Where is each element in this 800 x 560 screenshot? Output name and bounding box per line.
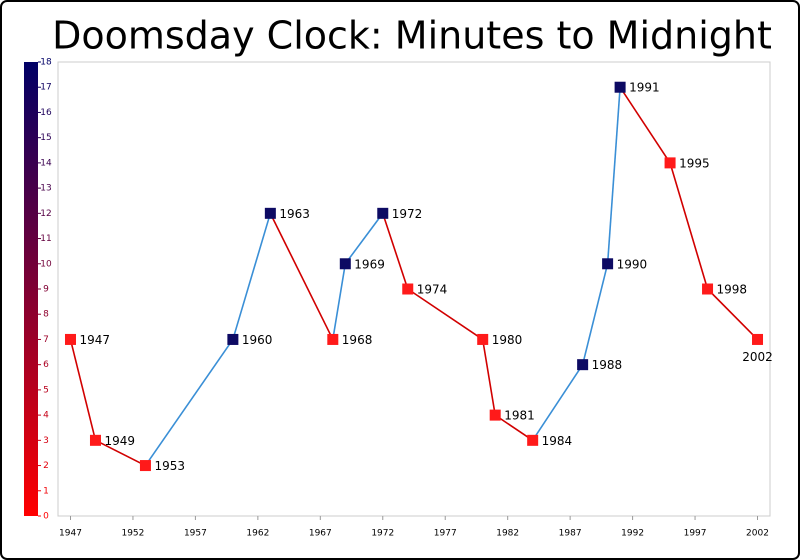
marker <box>489 409 501 421</box>
data-label: 1947 <box>79 333 110 347</box>
chart-title: Doomsday Clock: Minutes to Midnight <box>52 14 772 58</box>
data-label: 1974 <box>417 283 448 297</box>
y-tick-label: 11 <box>40 234 51 244</box>
data-label: 1963 <box>279 207 310 221</box>
marker <box>614 81 626 93</box>
y-tick-label: 0 <box>43 512 49 522</box>
y-tick-label: 14 <box>40 158 52 168</box>
marker <box>752 333 764 345</box>
data-label: 1980 <box>492 333 523 347</box>
line-segment <box>382 213 409 290</box>
x-tick-label: 1957 <box>184 529 207 539</box>
plot-area <box>57 61 771 517</box>
line-segment <box>95 439 146 467</box>
y-tick-label: 10 <box>40 259 52 269</box>
line-segment <box>144 338 234 467</box>
x-tick-label: 1977 <box>434 529 457 539</box>
y-tick-label: 1 <box>43 486 49 496</box>
y-tick-label: 12 <box>40 209 51 219</box>
x-tick-label: 1992 <box>621 529 644 539</box>
y-tick-label: 17 <box>40 83 51 93</box>
x-tick-label: 1997 <box>684 529 707 539</box>
line-segment <box>494 414 534 441</box>
data-label: 1949 <box>104 434 135 448</box>
data-label: 1984 <box>542 434 573 448</box>
data-label: 1995 <box>679 156 710 170</box>
line-segment <box>481 339 496 416</box>
y-tick-label: 5 <box>43 385 49 395</box>
data-label: 1991 <box>629 81 660 95</box>
marker <box>664 157 676 169</box>
x-tick-label: 1987 <box>559 529 582 539</box>
marker <box>377 207 389 219</box>
line-segment <box>706 288 759 341</box>
y-tick-label: 15 <box>40 133 51 143</box>
marker <box>602 258 614 270</box>
data-label: 1972 <box>392 207 423 221</box>
marker <box>402 283 414 295</box>
data-label: 1988 <box>592 358 623 372</box>
data-label: 1990 <box>617 257 648 271</box>
data-label: 1969 <box>354 257 385 271</box>
y-tick-label: 9 <box>43 285 49 295</box>
marker <box>577 359 589 371</box>
line-segment <box>344 212 384 265</box>
x-tick-label: 1982 <box>496 529 519 539</box>
data-label: 1960 <box>242 333 273 347</box>
y-tick-label: 3 <box>43 436 49 446</box>
marker <box>227 333 239 345</box>
line-segment <box>332 263 347 340</box>
line-segment <box>669 162 709 290</box>
line-segment <box>581 263 609 365</box>
marker <box>64 333 76 345</box>
y-tick-label: 6 <box>43 360 49 370</box>
line-segment <box>69 339 97 441</box>
line-segment <box>232 213 272 340</box>
data-label: 1968 <box>342 333 373 347</box>
x-tick-label: 1947 <box>59 529 82 539</box>
x-tick-label: 1967 <box>309 529 332 539</box>
y-tick-label: 7 <box>43 335 49 345</box>
x-tick-label: 1972 <box>371 529 394 539</box>
marker <box>139 460 151 472</box>
marker <box>702 283 714 295</box>
marker <box>89 434 101 446</box>
color-bar <box>24 62 38 516</box>
marker <box>264 207 276 219</box>
y-tick-label: 16 <box>40 108 52 118</box>
line-segment <box>606 87 621 264</box>
y-tick-label: 18 <box>40 58 52 68</box>
data-label: 2002 <box>742 350 773 364</box>
data-label: 1981 <box>504 409 535 423</box>
marker <box>477 333 489 345</box>
data-label: 1998 <box>717 283 748 297</box>
y-tick-label: 4 <box>43 411 49 421</box>
line-segment <box>531 364 584 441</box>
x-tick-label: 2002 <box>746 529 769 539</box>
x-tick-label: 1952 <box>121 529 144 539</box>
line-segment <box>269 212 334 340</box>
data-label: 1953 <box>154 459 185 473</box>
x-tick-label: 1962 <box>246 529 269 539</box>
marker <box>527 434 539 446</box>
y-tick-label: 8 <box>43 310 49 320</box>
line-segment <box>407 288 484 341</box>
marker <box>339 258 351 270</box>
y-tick-label: 13 <box>40 184 51 194</box>
line-segment <box>619 86 671 164</box>
marker <box>327 333 339 345</box>
y-tick-label: 2 <box>43 461 49 471</box>
